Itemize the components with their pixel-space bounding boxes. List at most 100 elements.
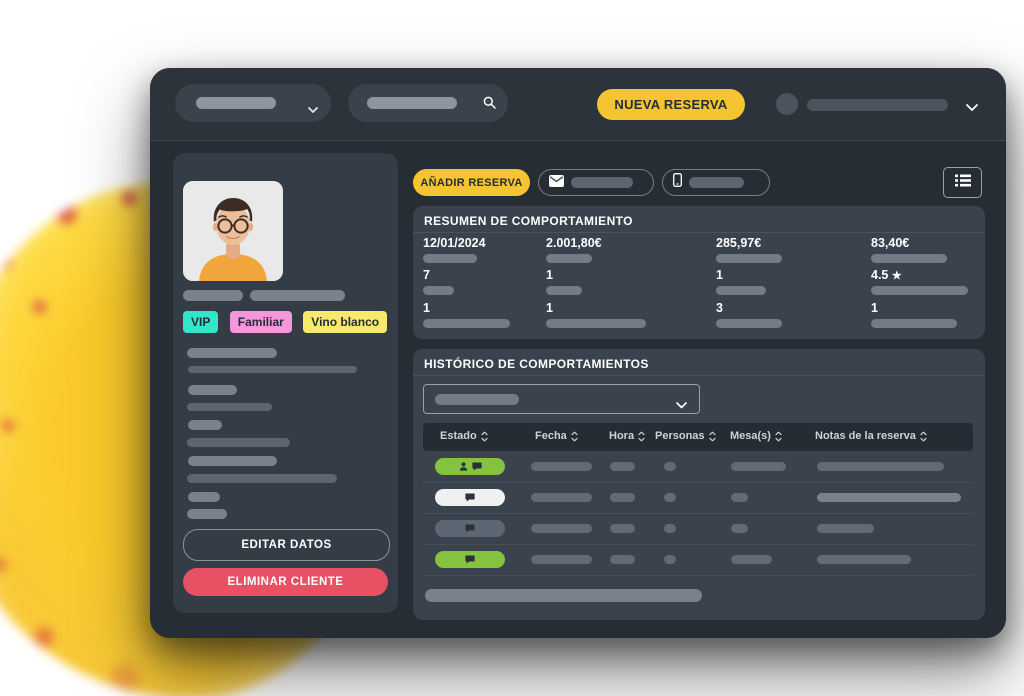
message-icon (471, 462, 482, 471)
list-icon (954, 174, 971, 192)
column-fecha[interactable]: Fecha (535, 430, 578, 442)
notas-placeholder (817, 524, 874, 533)
avatar-illustration (183, 181, 283, 281)
status-badge-green (435, 458, 505, 475)
stat-label-placeholder (716, 319, 782, 328)
history-panel: HISTÓRICO DE COMPORTAMIENTOS Estado Fech… (413, 349, 985, 620)
divider (413, 375, 985, 376)
chevron-down-icon (676, 396, 687, 414)
search-placeholder (367, 97, 457, 109)
detail-placeholder (187, 474, 337, 483)
table-row[interactable] (423, 513, 973, 545)
stat-visits: 7 (423, 268, 454, 295)
stat-label-placeholder (423, 254, 477, 263)
content-area: VIP Familiar Vino blanco EDITAR DATOS EL… (150, 142, 1006, 638)
topbar-dropdown[interactable] (175, 84, 331, 122)
fecha-placeholder (531, 493, 592, 502)
message-icon (465, 493, 475, 502)
divider (413, 232, 985, 233)
user-menu-chevron-down-icon[interactable] (966, 98, 978, 116)
mesas-placeholder (731, 493, 748, 502)
table-row[interactable] (423, 482, 973, 514)
user-avatar[interactable] (776, 93, 798, 115)
stat-count: 1 (423, 301, 510, 328)
sort-icon (708, 431, 716, 441)
column-notas[interactable]: Notas de la reserva (815, 430, 927, 442)
hora-placeholder (610, 493, 635, 502)
message-icon (465, 524, 475, 533)
detail-placeholder (187, 509, 227, 519)
customer-photo (183, 181, 283, 281)
column-estado[interactable]: Estado (440, 430, 488, 442)
stat-label-placeholder (716, 286, 766, 295)
sort-icon (481, 431, 488, 441)
summary-title: RESUMEN DE COMPORTAMIENTO (424, 214, 633, 228)
stat-amount: 83,40€ (871, 236, 947, 263)
mobile-phone-icon (673, 173, 682, 192)
personas-placeholder (664, 462, 676, 471)
main-column: AÑADIR RESERVA (413, 142, 985, 638)
notas-placeholder (817, 493, 961, 502)
stat-label-placeholder (871, 319, 957, 328)
history-title: HISTÓRICO DE COMPORTAMIENTOS (424, 357, 649, 371)
hora-placeholder (610, 524, 635, 533)
tag-vip[interactable]: VIP (183, 311, 219, 333)
tag-vino-blanco[interactable]: Vino blanco (303, 311, 388, 333)
stat-rating: 4.5 ★ (871, 268, 968, 295)
sort-icon (571, 431, 578, 441)
search-input[interactable] (348, 84, 508, 122)
customer-card: VIP Familiar Vino blanco EDITAR DATOS EL… (173, 153, 398, 613)
message-icon (465, 555, 475, 564)
dropdown-placeholder (435, 393, 519, 405)
detail-placeholder (187, 348, 277, 358)
list-view-button[interactable] (943, 167, 982, 198)
stat-count: 1 (546, 268, 582, 295)
anadir-reserva-button[interactable]: AÑADIR RESERVA (413, 169, 530, 196)
email-contact-button[interactable] (538, 169, 654, 196)
stat-label-placeholder (546, 286, 582, 295)
sort-icon (775, 431, 782, 441)
hora-placeholder (610, 555, 635, 564)
mesas-placeholder (731, 555, 772, 564)
personas-placeholder (664, 493, 676, 502)
detail-placeholder (187, 403, 272, 411)
eliminar-cliente-button[interactable]: ELIMINAR CLIENTE (183, 568, 388, 596)
envelope-icon (549, 174, 564, 192)
stat-total-spent: 2.001,80€ (546, 236, 602, 263)
stat-count: 1 (716, 268, 766, 295)
stat-label-placeholder (423, 286, 454, 295)
phone-contact-button[interactable] (662, 169, 770, 196)
stat-label-placeholder (546, 319, 646, 328)
detail-placeholder (188, 420, 222, 430)
column-mesas[interactable]: Mesa(s) (730, 430, 782, 442)
column-personas[interactable]: Personas (655, 430, 716, 442)
table-row[interactable] (423, 544, 973, 576)
table-row[interactable] (423, 451, 973, 483)
column-hora[interactable]: Hora (609, 430, 645, 442)
pagination-placeholder[interactable] (425, 589, 702, 602)
notas-placeholder (817, 555, 911, 564)
nueva-reserva-button[interactable]: NUEVA RESERVA (597, 89, 745, 120)
surname-placeholder (250, 290, 345, 301)
person-icon (459, 462, 467, 471)
mesas-placeholder (731, 462, 786, 471)
stat-label-placeholder (716, 254, 782, 263)
email-placeholder (571, 177, 633, 188)
sort-icon (638, 431, 645, 441)
hora-placeholder (610, 462, 635, 471)
search-icon (483, 96, 496, 114)
editar-datos-button[interactable]: EDITAR DATOS (183, 529, 390, 561)
sort-icon (920, 431, 927, 441)
stat-label-placeholder (871, 254, 947, 263)
fecha-placeholder (531, 462, 592, 471)
mesas-placeholder (731, 524, 748, 533)
history-filter-dropdown[interactable] (423, 384, 700, 414)
stat-avg-spent: 285,97€ (716, 236, 782, 263)
tag-familiar[interactable]: Familiar (229, 311, 292, 333)
summary-panel: RESUMEN DE COMPORTAMIENTO 12/01/2024 2.0… (413, 206, 985, 339)
fecha-placeholder (531, 555, 592, 564)
star-icon: ★ (891, 270, 902, 282)
status-badge-green (435, 551, 505, 568)
app-window: NUEVA RESERVA (150, 68, 1006, 638)
